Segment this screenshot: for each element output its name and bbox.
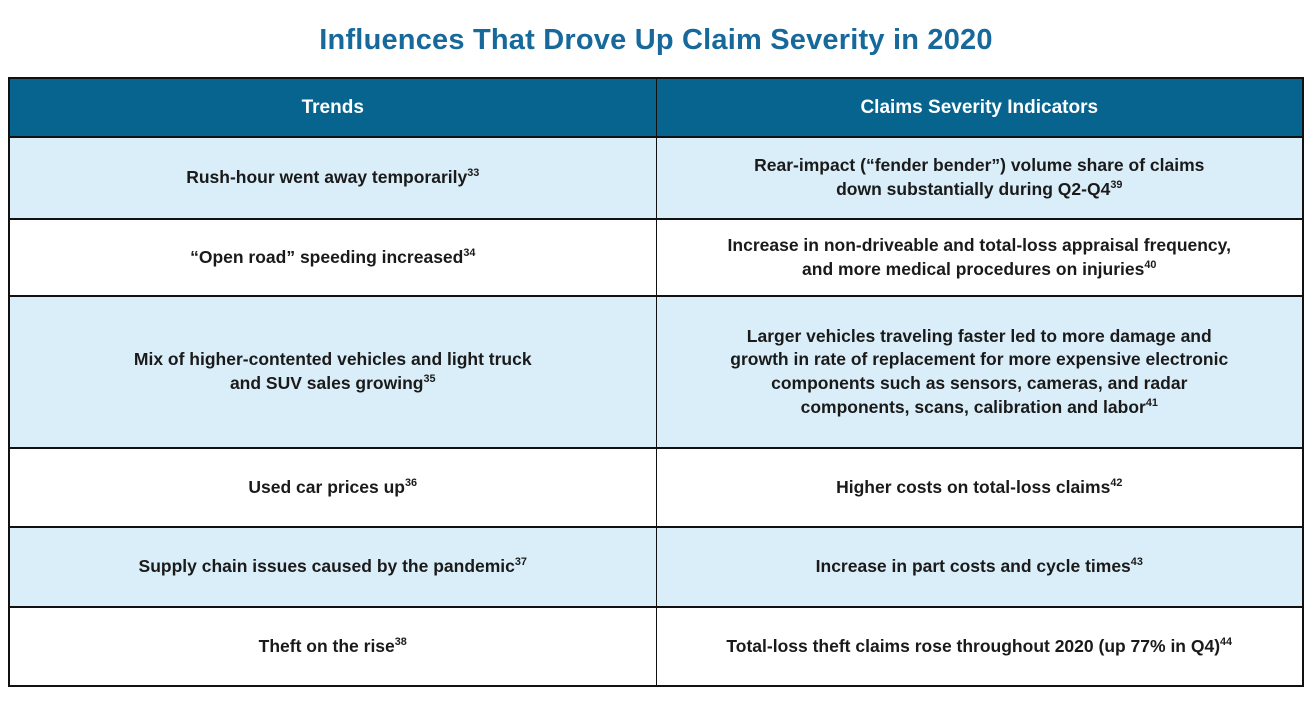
table-body: Rush-hour went away temporarily33 Rear-i… — [8, 136, 1304, 687]
column-header-trends: Trends — [8, 77, 657, 138]
table-header: Trends Claims Severity Indicators — [8, 77, 1304, 138]
trend-text: Mix of higher-contented vehicles and lig… — [133, 349, 532, 393]
table-row: Supply chain issues caused by the pandem… — [8, 526, 1304, 608]
footnote-ref: 34 — [463, 246, 476, 259]
table-row: Mix of higher-contented vehicles and lig… — [8, 295, 1304, 449]
indicator-cell: Larger vehicles traveling faster led to … — [655, 295, 1304, 449]
indicator-text: Higher costs on total-loss claims — [836, 476, 1111, 497]
indicator-cell: Increase in part costs and cycle times43 — [655, 526, 1304, 608]
trend-text: “Open road” speeding increased — [190, 246, 464, 267]
trend-cell: Used car prices up36 — [8, 447, 657, 528]
footnote-ref: 36 — [405, 476, 418, 489]
claim-severity-table: Trends Claims Severity Indicators Rush-h… — [8, 77, 1304, 687]
table-row: “Open road” speeding increased34 Increas… — [8, 218, 1304, 297]
page-title: Influences That Drove Up Claim Severity … — [319, 24, 993, 56]
column-header-claims-severity-indicators: Claims Severity Indicators — [655, 77, 1304, 138]
footnote-ref: 37 — [514, 556, 527, 569]
header-row: Trends Claims Severity Indicators — [8, 77, 1304, 138]
indicator-text: Larger vehicles traveling faster led to … — [730, 325, 1229, 417]
indicator-cell: Total-loss theft claims rose throughout … — [655, 606, 1304, 687]
table-row: Rush-hour went away temporarily33 Rear-i… — [8, 136, 1304, 220]
trend-cell: Mix of higher-contented vehicles and lig… — [8, 295, 657, 449]
trend-cell: “Open road” speeding increased34 — [8, 218, 657, 297]
footnote-ref: 40 — [1144, 258, 1157, 271]
table-row: Used car prices up36 Higher costs on tot… — [8, 447, 1304, 528]
footnote-ref: 35 — [423, 373, 436, 386]
table-row: Theft on the rise38 Total-loss theft cla… — [8, 606, 1304, 687]
indicator-text: Rear-impact (“fender bender”) volume sha… — [754, 155, 1205, 199]
trend-text: Rush-hour went away temporarily — [186, 167, 468, 188]
footnote-ref: 33 — [467, 167, 480, 180]
trend-text: Theft on the rise — [258, 635, 395, 656]
trend-text: Used car prices up — [248, 476, 406, 497]
footnote-ref: 39 — [1110, 179, 1123, 192]
indicator-text: Increase in non-driveable and total-loss… — [727, 234, 1231, 279]
footnote-ref: 43 — [1130, 556, 1143, 569]
indicator-cell: Increase in non-driveable and total-loss… — [655, 218, 1304, 297]
footnote-ref: 44 — [1220, 635, 1233, 648]
footnote-ref: 41 — [1145, 396, 1158, 409]
trend-cell: Supply chain issues caused by the pandem… — [8, 526, 657, 608]
trend-cell: Theft on the rise38 — [8, 606, 657, 687]
footnote-ref: 38 — [394, 635, 407, 648]
indicator-text: Total-loss theft claims rose throughout … — [726, 635, 1221, 656]
indicator-cell: Higher costs on total-loss claims42 — [655, 447, 1304, 528]
indicator-cell: Rear-impact (“fender bender”) volume sha… — [655, 136, 1304, 220]
footnote-ref: 42 — [1110, 476, 1123, 489]
indicator-text: Increase in part costs and cycle times — [815, 556, 1131, 577]
trend-text: Supply chain issues caused by the pandem… — [138, 556, 515, 577]
trend-cell: Rush-hour went away temporarily33 — [8, 136, 657, 220]
